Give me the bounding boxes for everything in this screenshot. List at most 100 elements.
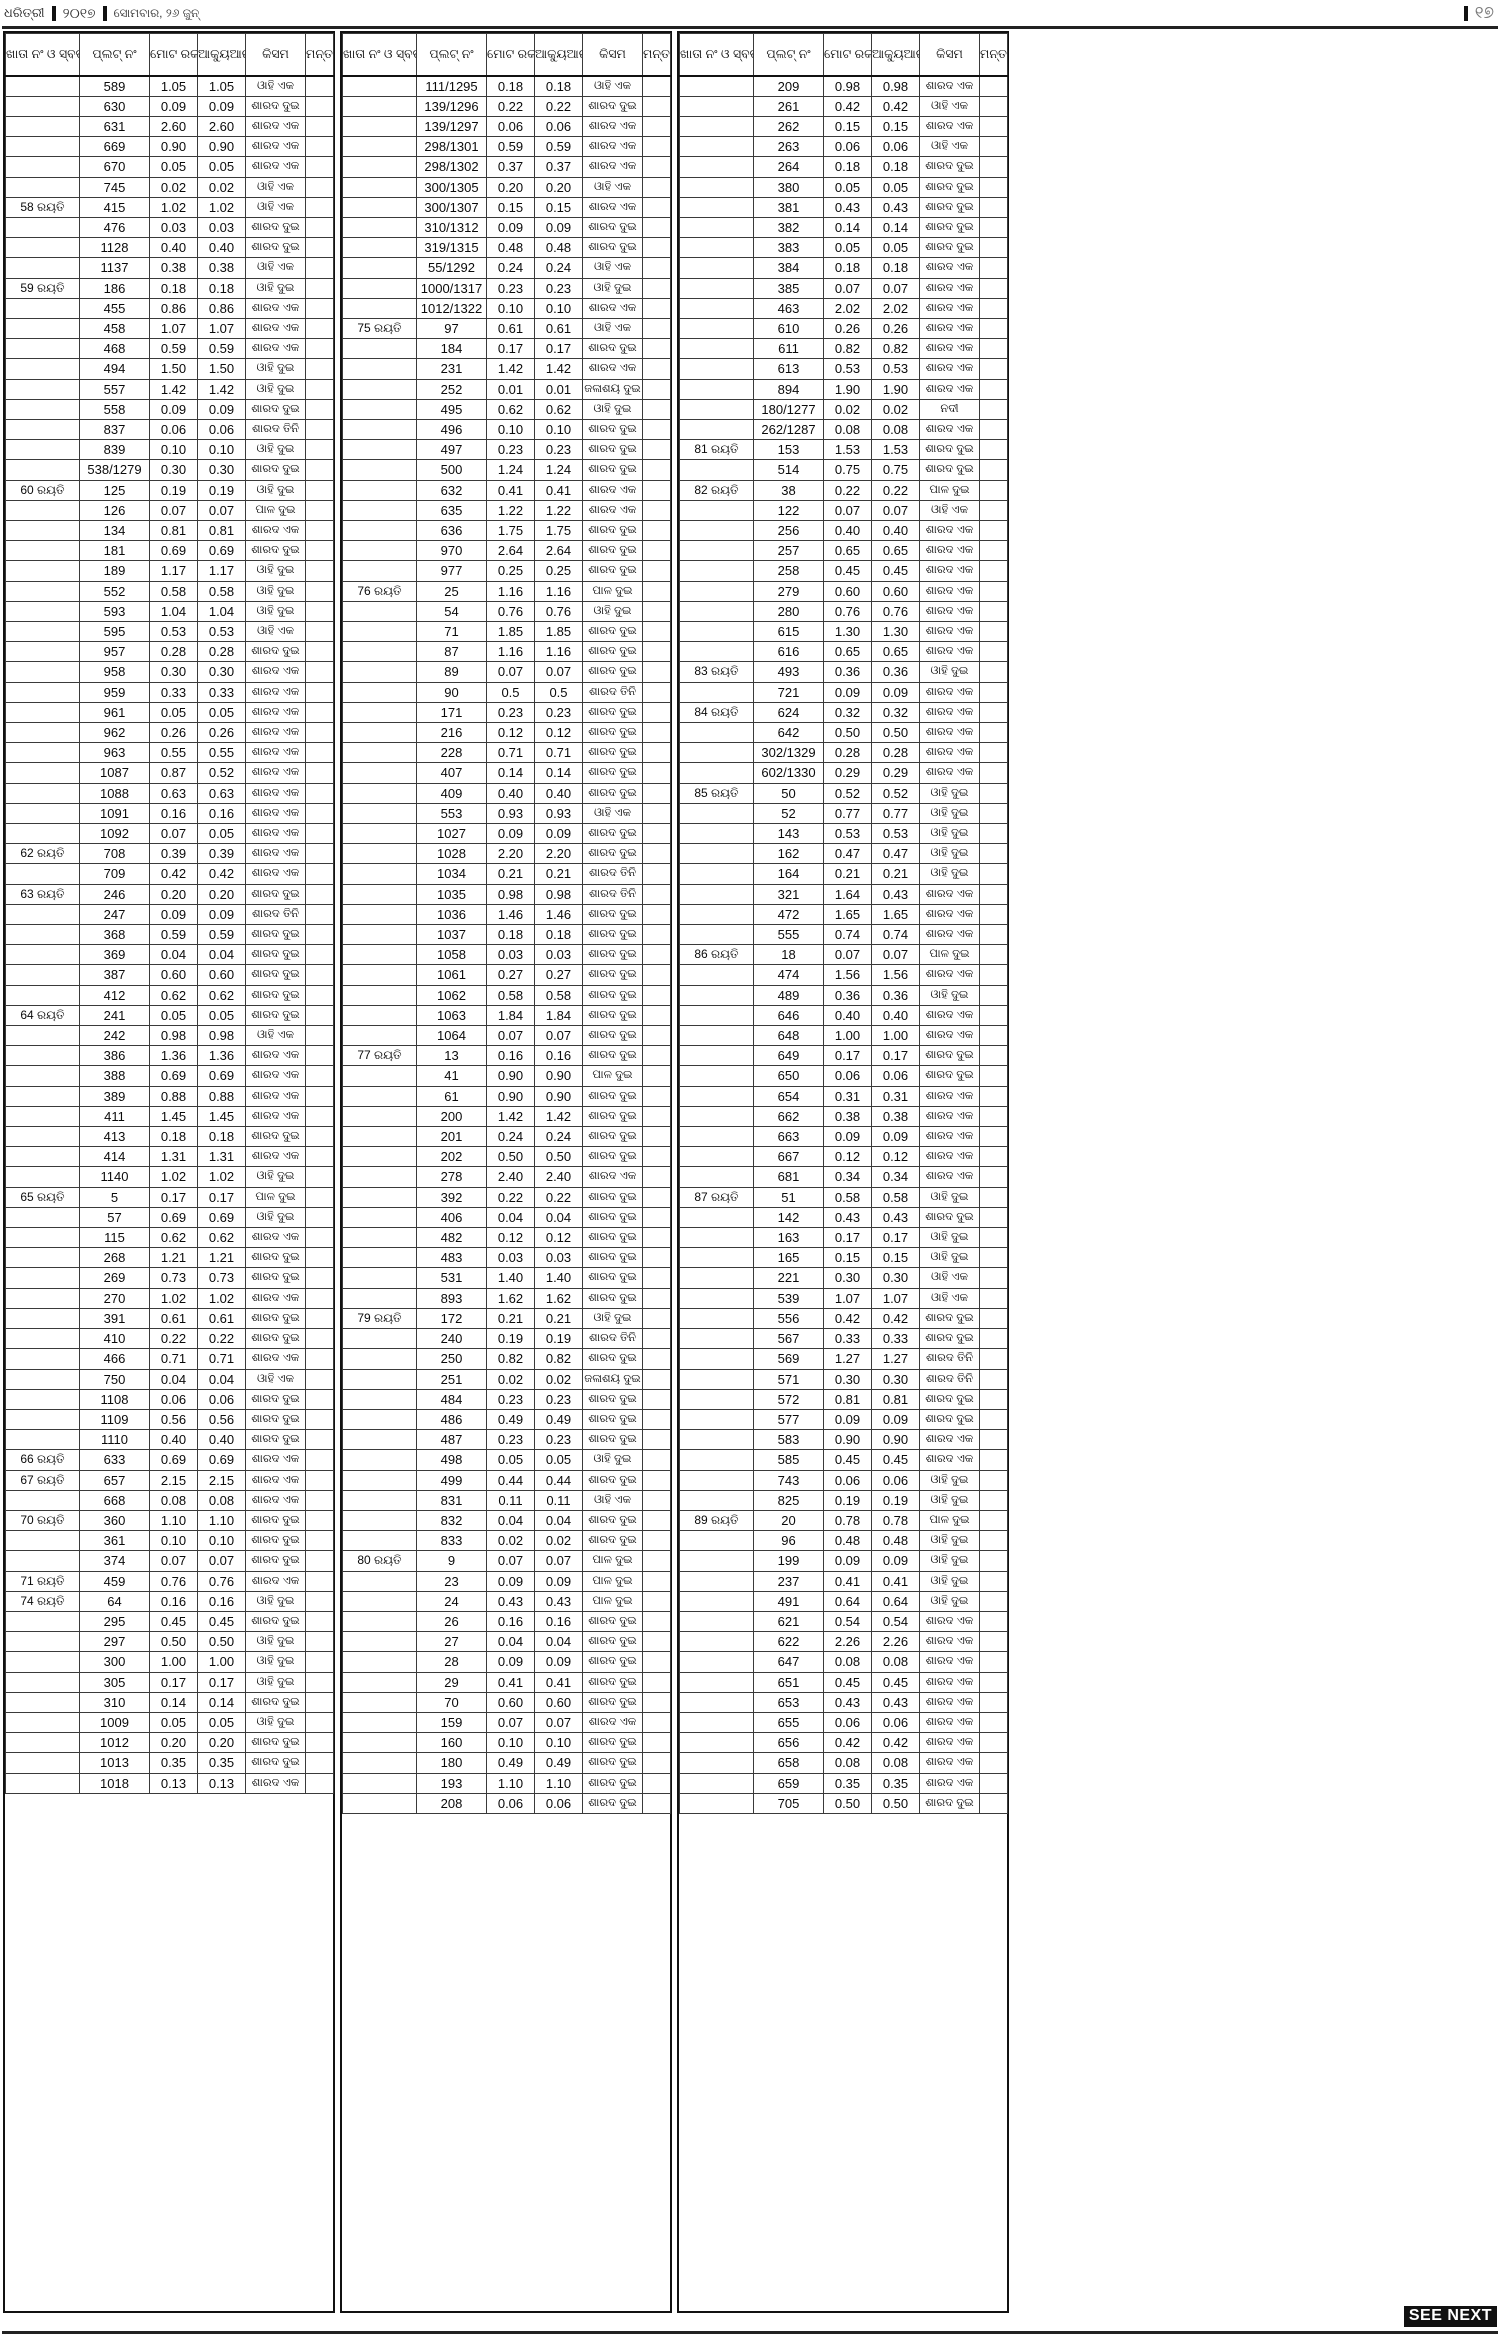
cell-khata bbox=[679, 216, 754, 239]
cell-remark bbox=[979, 1287, 1008, 1309]
cell-plot: 90 bbox=[416, 681, 487, 703]
cell-total-area: 0.43 bbox=[486, 1590, 535, 1612]
table-row: 649 0.17 0.17 ଶାରଦ ଦୁଇ bbox=[679, 1045, 1008, 1067]
cell-acre-area: 0.09 bbox=[534, 823, 583, 845]
cell-acre-area: 0.65 bbox=[871, 540, 920, 562]
cell-plot: 208 bbox=[416, 1792, 487, 1814]
cell-remark bbox=[305, 1025, 334, 1047]
table-row: 250 0.82 0.82 ଶାରଦ ଦୁଇ bbox=[342, 1348, 671, 1370]
table-row: 201 0.24 0.24 ଶାରଦ ଦୁଇ bbox=[342, 1126, 671, 1148]
cell-total-area: 0.08 bbox=[823, 1752, 872, 1774]
table-row: 957 0.28 0.28 ଶାରଦ ଦୁଇ bbox=[5, 641, 334, 663]
cell-acre-area: 0.07 bbox=[871, 499, 920, 521]
cell-khata bbox=[5, 1489, 80, 1511]
cell-remark bbox=[305, 903, 334, 926]
cell-remark bbox=[979, 1792, 1008, 1814]
cell-acre-area: 0.50 bbox=[871, 1792, 920, 1814]
table-row: 412 0.62 0.62 ଶାରଦ ଦୁଇ bbox=[5, 984, 334, 1006]
cell-total-area: 0.82 bbox=[823, 338, 872, 360]
cell-acre-area: 0.50 bbox=[197, 1631, 246, 1653]
cell-total-area: 0.16 bbox=[486, 1045, 535, 1067]
cell-plot: 484 bbox=[416, 1388, 487, 1410]
cell-acre-area: 1.50 bbox=[197, 358, 246, 380]
cell-total-area: 0.53 bbox=[149, 620, 198, 643]
cell-kisam: ଓାହି ଦୁଇ bbox=[245, 479, 306, 501]
cell-kisam: ଶାରଦ ଦୁଇ bbox=[582, 620, 643, 643]
cell-plot: 386 bbox=[79, 1045, 150, 1067]
cell-khata bbox=[342, 721, 417, 744]
cell-remark bbox=[979, 1267, 1008, 1289]
cell-kisam: ଶାରଦ ଦୁଇ bbox=[582, 459, 643, 481]
table-row: 75 ରୟତି 97 0.61 0.61 ଓାହି ଏକ bbox=[342, 317, 671, 340]
cell-total-area: 0.35 bbox=[149, 1752, 198, 1774]
cell-total-area: 0.04 bbox=[149, 944, 198, 966]
cell-plot: 270 bbox=[79, 1287, 150, 1309]
cell-total-area: 0.77 bbox=[823, 802, 872, 825]
cell-khata bbox=[5, 216, 80, 239]
cell-plot: 70 bbox=[416, 1691, 487, 1713]
cell-total-area: 0.90 bbox=[149, 136, 198, 158]
column-container: ଖାତା ନଂ ଓ ସ୍ବତ୍ତ ପ୍ଲଟ୍ ନଂ ମୋଟ ରକବା ଆକ୍ୟୁ… bbox=[0, 31, 1500, 2313]
cell-total-area: 0.09 bbox=[823, 681, 872, 703]
cell-kisam: ଶାରଦ ଦୁଇ bbox=[245, 1004, 306, 1027]
cell-total-area: 2.02 bbox=[823, 297, 872, 319]
cell-total-area: 1.42 bbox=[486, 1105, 535, 1128]
header-plot: ପ୍ଲଟ୍ ନଂ bbox=[753, 33, 824, 77]
table-row: 59 ରୟତି 186 0.18 0.18 ଓାହି ଦୁଇ bbox=[5, 277, 334, 299]
cell-plot: 668 bbox=[79, 1489, 150, 1511]
cell-acre-area: 0.02 bbox=[534, 1530, 583, 1552]
cell-acre-area: 0.41 bbox=[534, 1671, 583, 1693]
cell-kisam: ଶାରଦ ଦୁଇ bbox=[245, 1429, 306, 1451]
cell-total-area: 0.04 bbox=[486, 1206, 535, 1229]
table-row: 209 0.98 0.98 ଶାରଦ ଏକ bbox=[679, 75, 1008, 97]
cell-acre-area: 0.23 bbox=[534, 277, 583, 299]
cell-acre-area: 0.09 bbox=[197, 95, 246, 117]
table-row: 77 ରୟତି 13 0.16 0.16 ଶାରଦ ଦୁଇ bbox=[342, 1045, 671, 1067]
cell-khata bbox=[342, 1126, 417, 1148]
table-row: 646 0.40 0.40 ଶାରଦ ଏକ bbox=[679, 1004, 1008, 1027]
cell-total-area: 0.41 bbox=[486, 479, 535, 501]
table-row: 300 1.00 1.00 ଓାହି ଦୁଇ bbox=[5, 1651, 334, 1673]
cell-kisam: ପାଳ ଦୁଇ bbox=[919, 479, 980, 501]
table-row: 602/1330 0.29 0.29 ଶାରଦ ଏକ bbox=[679, 762, 1008, 784]
cell-khata: 89 ରୟତି bbox=[679, 1509, 754, 1532]
table-row: 70 ରୟତି 360 1.10 1.10 ଶାରଦ ଦୁଇ bbox=[5, 1509, 334, 1532]
cell-remark bbox=[305, 1550, 334, 1572]
cell-plot: 1064 bbox=[416, 1025, 487, 1047]
cell-remark bbox=[305, 1105, 334, 1128]
cell-total-area: 1.21 bbox=[149, 1247, 198, 1269]
table-row: 228 0.71 0.71 ଶାରଦ ଦୁଇ bbox=[342, 742, 671, 764]
cell-plot: 319/1315 bbox=[416, 237, 487, 259]
cell-acre-area: 0.07 bbox=[197, 1550, 246, 1572]
table-row: 55/1292 0.24 0.24 ଓାହି ଏକ bbox=[342, 257, 671, 279]
cell-acre-area: 2.15 bbox=[197, 1469, 246, 1491]
column-block-3: ଖାତା ନଂ ଓ ସ୍ବତ୍ତ ପ୍ଲଟ୍ ନଂ ମୋଟ ରକବା ଆକ୍ୟୁ… bbox=[677, 31, 1009, 2313]
cell-total-area: 0.16 bbox=[149, 1590, 198, 1612]
cell-plot: 839 bbox=[79, 439, 150, 461]
cell-remark bbox=[642, 823, 671, 845]
cell-total-area: 0.41 bbox=[486, 1671, 535, 1693]
cell-khata bbox=[5, 418, 80, 441]
cell-remark bbox=[305, 1206, 334, 1229]
cell-remark bbox=[642, 782, 671, 804]
cell-acre-area: 0.05 bbox=[197, 823, 246, 845]
table-row: 199 0.09 0.09 ଓାହି ଦୁଇ bbox=[679, 1550, 1008, 1572]
cell-remark bbox=[979, 216, 1008, 239]
cell-total-area: 2.64 bbox=[486, 540, 535, 562]
cell-acre-area: 0.36 bbox=[871, 661, 920, 683]
table-row: 297 0.50 0.50 ଓାହି ଦୁଇ bbox=[5, 1631, 334, 1653]
cell-plot: 486 bbox=[416, 1408, 487, 1431]
table-row: 553 0.93 0.93 ଓାହି ଏକ bbox=[342, 802, 671, 825]
cell-khata bbox=[5, 1025, 80, 1047]
cell-khata bbox=[5, 378, 80, 400]
cell-khata bbox=[342, 1610, 417, 1633]
cell-plot: 392 bbox=[416, 1186, 487, 1208]
cell-plot: 142 bbox=[753, 1206, 824, 1229]
cell-plot: 705 bbox=[753, 1792, 824, 1814]
cell-acre-area: 0.82 bbox=[534, 1348, 583, 1370]
cell-total-area: 0.59 bbox=[149, 338, 198, 360]
cell-kisam: ଶାରଦ ଏକ bbox=[919, 338, 980, 360]
cell-acre-area: 0.63 bbox=[197, 782, 246, 804]
cell-total-area: 0.07 bbox=[149, 823, 198, 845]
cell-khata bbox=[5, 176, 80, 198]
